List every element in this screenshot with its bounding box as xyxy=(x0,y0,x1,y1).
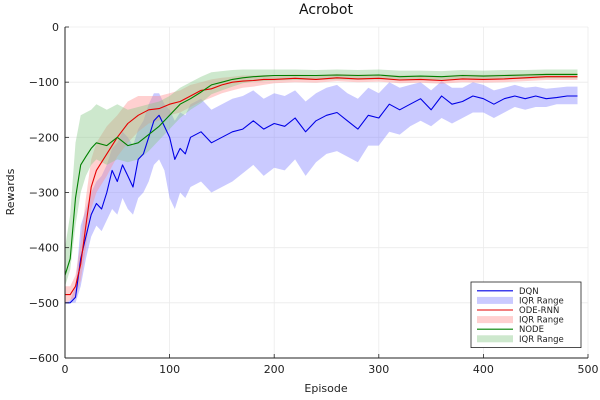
legend-band-swatch xyxy=(477,335,513,343)
legend-entry-band: IQR Range xyxy=(519,316,564,326)
legend-band-swatch xyxy=(477,316,513,324)
y-tick-label: −500 xyxy=(29,297,59,310)
legend-entry-name: DQN xyxy=(519,287,539,297)
x-tick-label: 500 xyxy=(578,363,599,376)
legend-box xyxy=(470,281,582,348)
x-tick-label: 100 xyxy=(159,363,180,376)
x-axis-label: Episode xyxy=(304,382,347,395)
series-line-1 xyxy=(65,76,578,296)
series-lines xyxy=(64,73,578,304)
legend-band-swatch xyxy=(477,296,513,304)
legend-entry-band: IQR Range xyxy=(519,296,564,306)
legend-entry-band: IQR Range xyxy=(519,335,564,345)
legend-entry-name: NODE xyxy=(519,325,544,335)
chart-title: Acrobot xyxy=(299,2,353,18)
series-line-2 xyxy=(64,73,578,276)
series-line-0 xyxy=(65,95,578,304)
y-tick-label: −600 xyxy=(29,352,59,365)
legend-entry-name: ODE-RNN xyxy=(519,306,559,316)
x-tick-label: 300 xyxy=(368,363,389,376)
y-axis-label: Rewards xyxy=(4,168,17,215)
y-tick-label: −300 xyxy=(29,187,59,200)
y-tick-label: −100 xyxy=(29,76,59,89)
x-tick-label: 0 xyxy=(62,363,69,376)
y-tick-label: −200 xyxy=(29,131,59,144)
x-tick-label: 200 xyxy=(264,363,285,376)
x-tick-label: 400 xyxy=(473,363,494,376)
y-tick-label: −400 xyxy=(29,242,59,255)
y-tick-label: 0 xyxy=(52,21,59,34)
axes: 0 100 200 300 400 500 0 −100 −200 −300 −400 −500 −60… xyxy=(29,21,599,376)
iqr-bands xyxy=(65,69,578,303)
